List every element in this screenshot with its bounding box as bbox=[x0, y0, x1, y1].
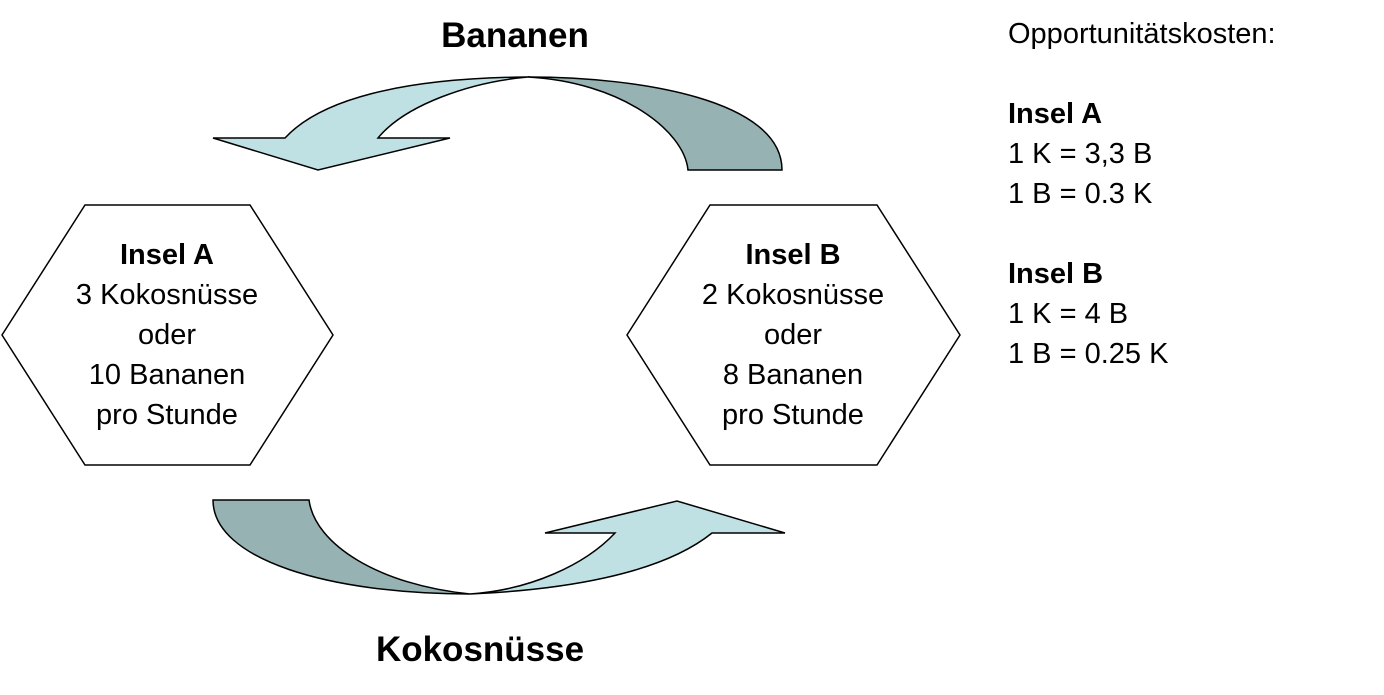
island-b-line: 2 Kokosnüsse bbox=[701, 279, 885, 311]
opportunity-costs-panel: Opportunitätskosten: Insel A 1 K = 3,3 B… bbox=[1008, 14, 1276, 414]
arrow-kokosnuesse-head bbox=[469, 500, 786, 595]
island-a-line: 10 Bananen bbox=[88, 359, 246, 391]
arrow-bananen-tail bbox=[527, 76, 783, 171]
flow-label-bananen: Bananen bbox=[441, 16, 589, 55]
arrow-bananen-head bbox=[212, 76, 529, 171]
opportunity-costs-island-a: Insel A 1 K = 3,3 B 1 B = 0.3 K bbox=[1008, 94, 1276, 214]
arrow-kokosnuesse bbox=[212, 499, 786, 595]
island-b-title: Insel B bbox=[745, 239, 841, 271]
hexagon-insel-b bbox=[626, 204, 961, 466]
arrow-kokosnuesse-tail bbox=[212, 499, 471, 595]
opp-island-a-line: 1 K = 3,3 B bbox=[1008, 138, 1153, 170]
opp-island-b-line: 1 K = 4 B bbox=[1008, 298, 1129, 330]
arrow-bananen bbox=[212, 76, 783, 171]
opp-island-a-title: Insel A bbox=[1008, 98, 1103, 130]
opp-island-a-line: 1 B = 0.3 K bbox=[1008, 178, 1153, 210]
island-a-line: oder bbox=[137, 319, 197, 351]
opp-island-b-line: 1 B = 0.25 K bbox=[1008, 338, 1169, 370]
opp-island-b-title: Insel B bbox=[1008, 258, 1104, 290]
island-a-title: Insel A bbox=[119, 239, 214, 271]
hexagon-insel-a bbox=[1, 204, 334, 466]
island-a-line: 3 Kokosnüsse bbox=[75, 279, 259, 311]
island-b-line: oder bbox=[763, 319, 823, 351]
island-b-line: 8 Bananen bbox=[722, 359, 864, 391]
island-b-text: Insel B 2 Kokosnüsse oder 8 Bananen pro … bbox=[668, 235, 918, 435]
island-a-text: Insel A 3 Kokosnüsse oder 10 Bananen pro… bbox=[42, 235, 292, 435]
opportunity-costs-heading: Opportunitätskosten: bbox=[1008, 18, 1276, 50]
flow-label-kokosnuesse: Kokosnüsse bbox=[375, 630, 585, 669]
island-a-line: pro Stunde bbox=[96, 399, 238, 431]
island-b-line: pro Stunde bbox=[722, 399, 864, 431]
opportunity-costs-island-b: Insel B 1 K = 4 B 1 B = 0.25 K bbox=[1008, 254, 1276, 374]
